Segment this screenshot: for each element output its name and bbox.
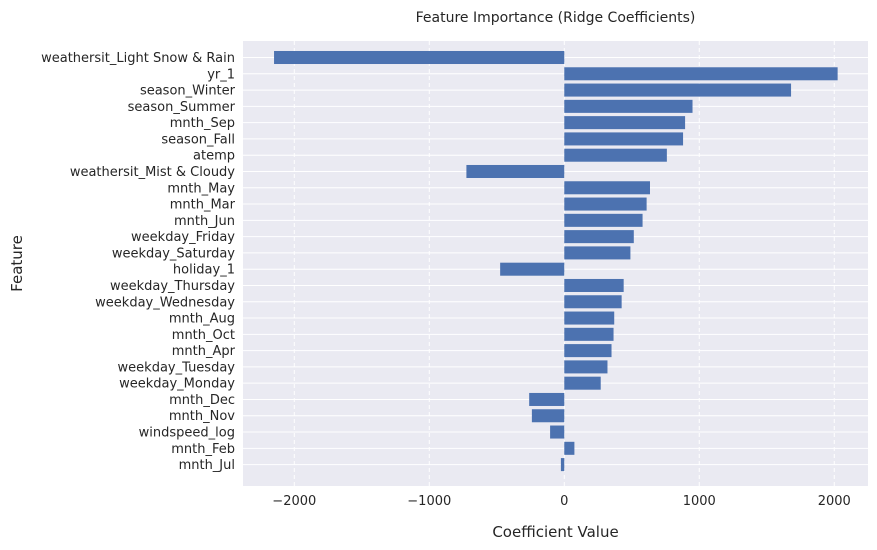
bar (564, 344, 612, 358)
y-tick-label: mnth_Aug (169, 312, 235, 327)
y-tick-label: yr_1 (207, 67, 235, 82)
y-tick-label: weekday_Tuesday (118, 360, 236, 375)
chart-title: Feature Importance (Ridge Coefficients) (416, 10, 696, 26)
y-tick-label: weathersit_Mist & Cloudy (70, 165, 235, 180)
x-tick-label: 0 (560, 494, 568, 509)
bar (564, 295, 622, 309)
y-tick-label: season_Summer (128, 100, 236, 115)
bar (564, 99, 693, 113)
bar (564, 67, 838, 81)
bar (564, 230, 634, 244)
y-tick-label: mnth_Mar (170, 198, 236, 213)
y-tick-label: weekday_Saturday (112, 246, 235, 261)
bar (564, 148, 667, 162)
bar (564, 311, 615, 325)
y-tick-label: mnth_Jul (179, 458, 235, 473)
bar (564, 132, 684, 146)
y-axis-title: Feature (8, 235, 26, 292)
x-tick-labels: −2000 −1000 0 1000 2000 (272, 494, 850, 509)
x-tick-label: −1000 (407, 494, 451, 509)
bar (274, 50, 565, 65)
y-tick-label: holiday_1 (173, 263, 235, 278)
y-tick-label: atemp (193, 149, 235, 164)
x-tick-label: 2000 (818, 494, 851, 509)
bar (500, 262, 565, 276)
y-tick-label: weekday_Monday (119, 377, 235, 392)
bar (531, 409, 565, 423)
bar (564, 327, 614, 341)
bar (564, 213, 643, 227)
bar (466, 164, 565, 179)
y-tick-label: mnth_Dec (169, 393, 235, 408)
y-tick-label: mnth_Feb (171, 442, 235, 457)
y-tick-label: mnth_Jun (174, 214, 235, 229)
bar (564, 83, 792, 97)
x-tick-label: 1000 (683, 494, 716, 509)
y-tick-label: windspeed_log (139, 426, 235, 441)
y-tick-label: mnth_Sep (170, 116, 235, 131)
y-tick-label: mnth_Nov (169, 409, 235, 424)
bar (560, 458, 565, 472)
x-axis-title: Coefficient Value (492, 523, 618, 541)
bar (529, 392, 565, 406)
bars (274, 50, 838, 472)
y-tick-label: weekday_Friday (131, 230, 235, 245)
x-tick-label: −2000 (272, 494, 316, 509)
y-tick-label: mnth_Oct (172, 328, 235, 343)
bar (564, 116, 686, 130)
bar (550, 425, 565, 439)
bar (564, 181, 650, 195)
y-tick-label: weathersit_Light Snow & Rain (41, 51, 235, 66)
bar (564, 441, 575, 455)
bar (564, 278, 624, 292)
y-tick-label: season_Fall (161, 132, 235, 147)
y-tick-label: season_Winter (140, 84, 236, 99)
bar (564, 360, 608, 374)
bar (564, 376, 601, 390)
bar (564, 246, 631, 260)
y-tick-label: mnth_May (167, 181, 235, 196)
y-tick-label: weekday_Thursday (110, 279, 235, 294)
y-tick-label: mnth_Apr (172, 344, 236, 359)
bar (564, 197, 647, 211)
y-tick-label: weekday_Wednesday (95, 295, 235, 310)
